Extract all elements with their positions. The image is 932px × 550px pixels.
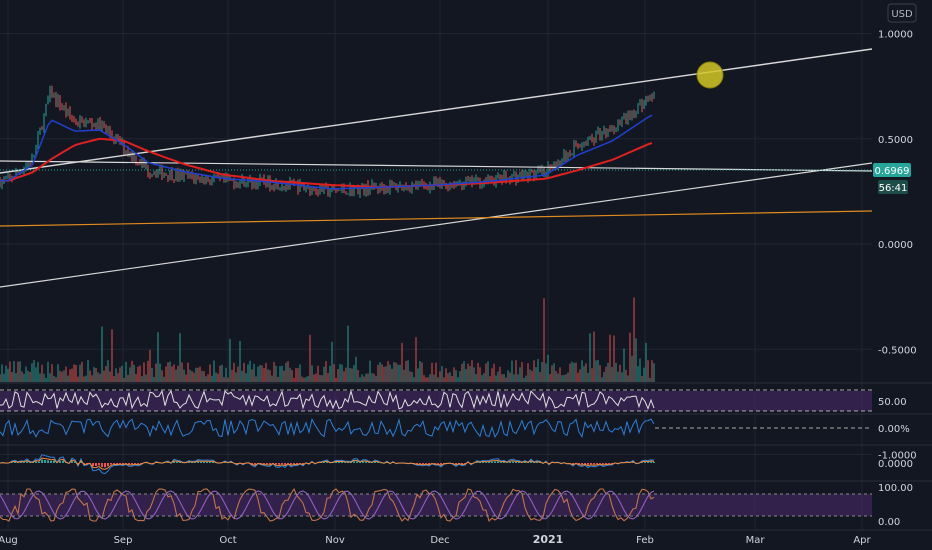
price-tick-label: 0.5000 — [878, 135, 913, 146]
time-tick-label: Oct — [219, 535, 236, 546]
rsi-tick: 50.00 — [878, 397, 907, 408]
price-axis[interactable]: USD 2.00001.50001.00000.50000.0000-0.500… — [878, 0, 917, 462]
horizontal-trend-line[interactable] — [0, 160, 873, 172]
time-tick-label: Sep — [114, 535, 133, 546]
macd-signal-line — [0, 457, 655, 470]
time-tick-label: 2021 — [533, 533, 564, 546]
bar-countdown: 56:41 — [879, 183, 908, 194]
time-tick-label: Apr — [853, 535, 871, 546]
highlight-marker[interactable] — [696, 61, 724, 89]
time-tick-label: Mar — [746, 535, 766, 546]
macd-tick: 0.0000 — [878, 459, 913, 470]
currency-label[interactable]: USD — [891, 9, 913, 20]
currency-button[interactable] — [887, 3, 917, 23]
rsi-line — [0, 389, 655, 410]
last-price-badge — [873, 163, 911, 177]
stoch-tick-high: 100.00 — [878, 483, 913, 494]
price-tick-label: -0.5000 — [878, 345, 917, 356]
upper-trend-line[interactable] — [0, 48, 873, 174]
countdown-badge — [878, 180, 908, 194]
support-trend-line[interactable] — [0, 210, 873, 227]
time-tick-label: Dec — [430, 535, 449, 546]
roc-tick: 0.00% — [878, 424, 910, 435]
stochastic-k-line — [0, 487, 655, 522]
rsi-band — [0, 391, 872, 411]
last-price-value: 0.6969 — [875, 166, 910, 177]
stochastic-band — [0, 494, 872, 516]
price-tick-label: 1.0000 — [878, 30, 913, 41]
time-tick-label: Nov — [325, 535, 345, 546]
time-tick-label: Feb — [636, 535, 654, 546]
volume-bars — [0, 297, 655, 382]
roc-line — [0, 417, 655, 439]
lower-trend-line[interactable] — [0, 162, 873, 288]
grid — [0, 0, 872, 530]
moving-average-red — [0, 137, 653, 189]
stoch-tick-low: 0.00 — [878, 517, 900, 528]
time-tick-label: Aug — [0, 535, 18, 546]
time-axis[interactable]: Aug Sep Oct Nov Dec 2021 Feb Mar Apr — [0, 533, 872, 546]
price-tick-label: 0.0000 — [878, 240, 913, 251]
moving-average-blue — [0, 114, 653, 190]
price-tick-label: -1.0000 — [878, 451, 917, 462]
